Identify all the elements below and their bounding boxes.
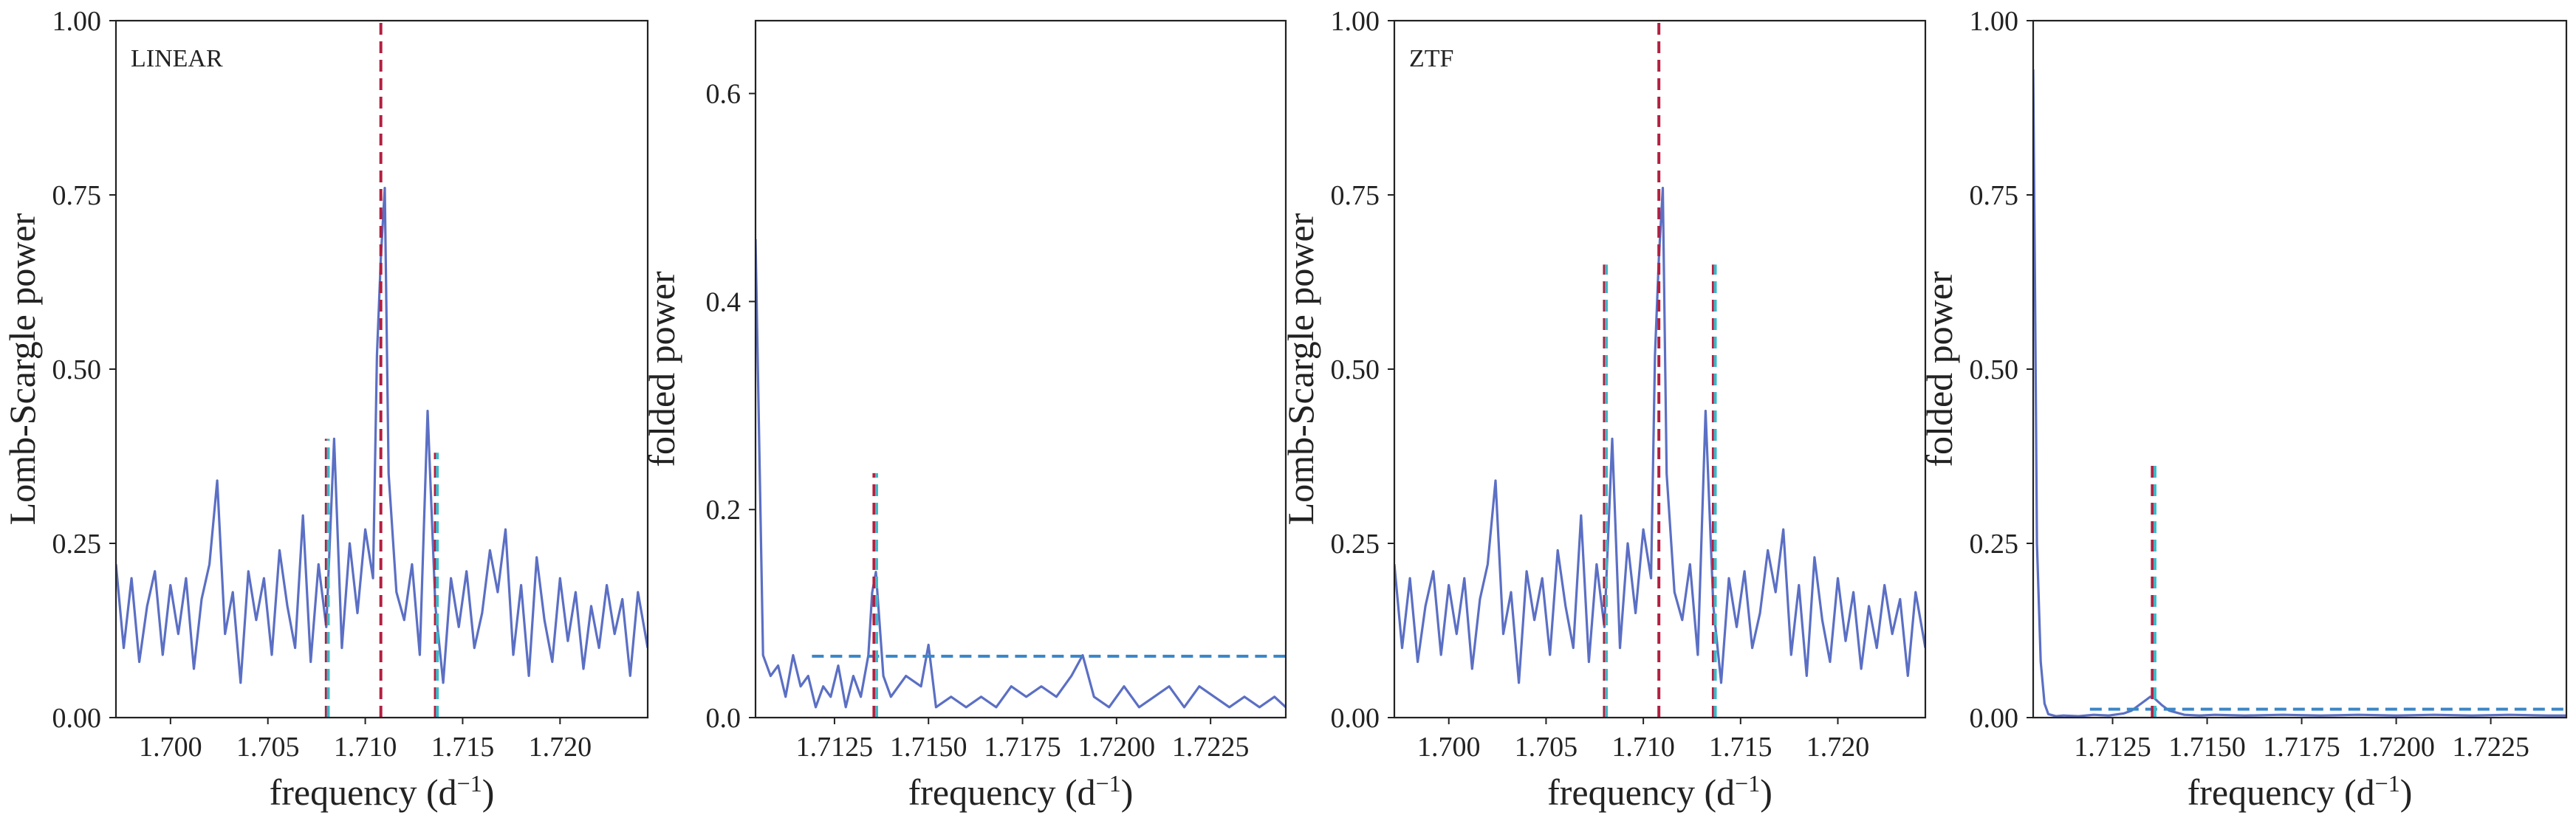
y-tick-label: 0.25 [1970,529,2019,560]
y-tick-label: 0.25 [1331,529,1380,560]
x-tick-label: 1.7125 [796,732,874,763]
y-tick-label: 0.50 [1970,354,2019,385]
x-tick-label: 1.7225 [1172,732,1250,763]
power-curve [1394,187,1925,684]
plot-frame [754,19,1287,719]
y-axis-label: Lomb-Scargle power [1,213,43,525]
x-axis-label: frequency (d−1) [908,770,1134,813]
x-tick-label: 1.710 [1611,732,1675,763]
x-tick-label: 1.700 [139,732,202,763]
power-curve [2033,69,2566,718]
y-tick-label: 0.00 [1970,703,2019,734]
x-tick-label: 1.715 [1709,732,1772,763]
y-axis-label: Lomb-Scargle power [1280,213,1321,525]
y-tick-label: 0.75 [1331,180,1380,211]
x-axis-label: frequency (d−1) [270,770,495,813]
x-tick-label: 1.705 [236,732,300,763]
x-tick-label: 1.7125 [2074,732,2151,763]
panel-label: LINEAR [131,45,223,72]
x-tick-label: 1.7150 [890,732,967,763]
x-tick-label: 1.720 [1806,732,1870,763]
panel-1: 0.00 0.25 0.50 0.75 1.00 1.700 1.705 1.710 1.715… [1,6,649,813]
power-curve [756,238,1286,709]
x-tick-label: 1.710 [334,732,397,763]
x-tick-label: 1.700 [1417,732,1481,763]
y-tick-label: 0.50 [1331,354,1380,385]
y-tick-label: 0.00 [1331,703,1380,734]
x-tick-label: 1.7225 [2452,732,2529,763]
y-axis-label: folded power [1919,271,1960,467]
x-tick-label: 1.7175 [984,732,1061,763]
x-tick-label: 1.7150 [2168,732,2246,763]
y-tick-label: 0.6 [706,79,741,110]
y-tick-label: 0.25 [52,529,102,560]
y-tick-label: 0.4 [706,286,741,317]
y-tick-label: 0.0 [706,703,741,734]
y-axis-label: folded power [641,271,682,467]
y-tick-label: 1.00 [1970,6,2019,37]
x-axis-label: frequency (d−1) [2188,770,2413,813]
plot-frame [2032,19,2568,719]
x-tick-label: 1.7200 [1078,732,1156,763]
y-tick-label: 0.50 [52,354,102,385]
panel-2: 0.0 0.2 0.4 0.6 1.7125 1.7150 1.7175 1.7200 1.72… [641,19,1287,813]
x-axis-label: frequency (d−1) [1547,770,1772,813]
y-tick-label: 0.00 [52,703,102,734]
y-tick-label: 1.00 [52,6,102,37]
y-tick-label: 0.75 [52,180,102,211]
panel-label: ZTF [1409,45,1453,72]
x-tick-label: 1.705 [1515,732,1578,763]
y-tick-label: 1.00 [1331,6,1380,37]
power-curve [116,187,648,684]
y-tick-label: 0.2 [706,495,741,526]
x-tick-label: 1.7175 [2263,732,2340,763]
x-tick-label: 1.7200 [2357,732,2435,763]
panel-3: 0.00 0.25 0.50 0.75 1.00 1.700 1.705 1.710 1.715… [1280,6,1927,813]
x-tick-label: 1.715 [431,732,495,763]
y-tick-label: 0.75 [1970,180,2019,211]
x-tick-label: 1.720 [529,732,592,763]
panel-4: 0.00 0.25 0.50 0.75 1.00 1.7125 1.7150 1.7175 1.… [1919,6,2568,813]
